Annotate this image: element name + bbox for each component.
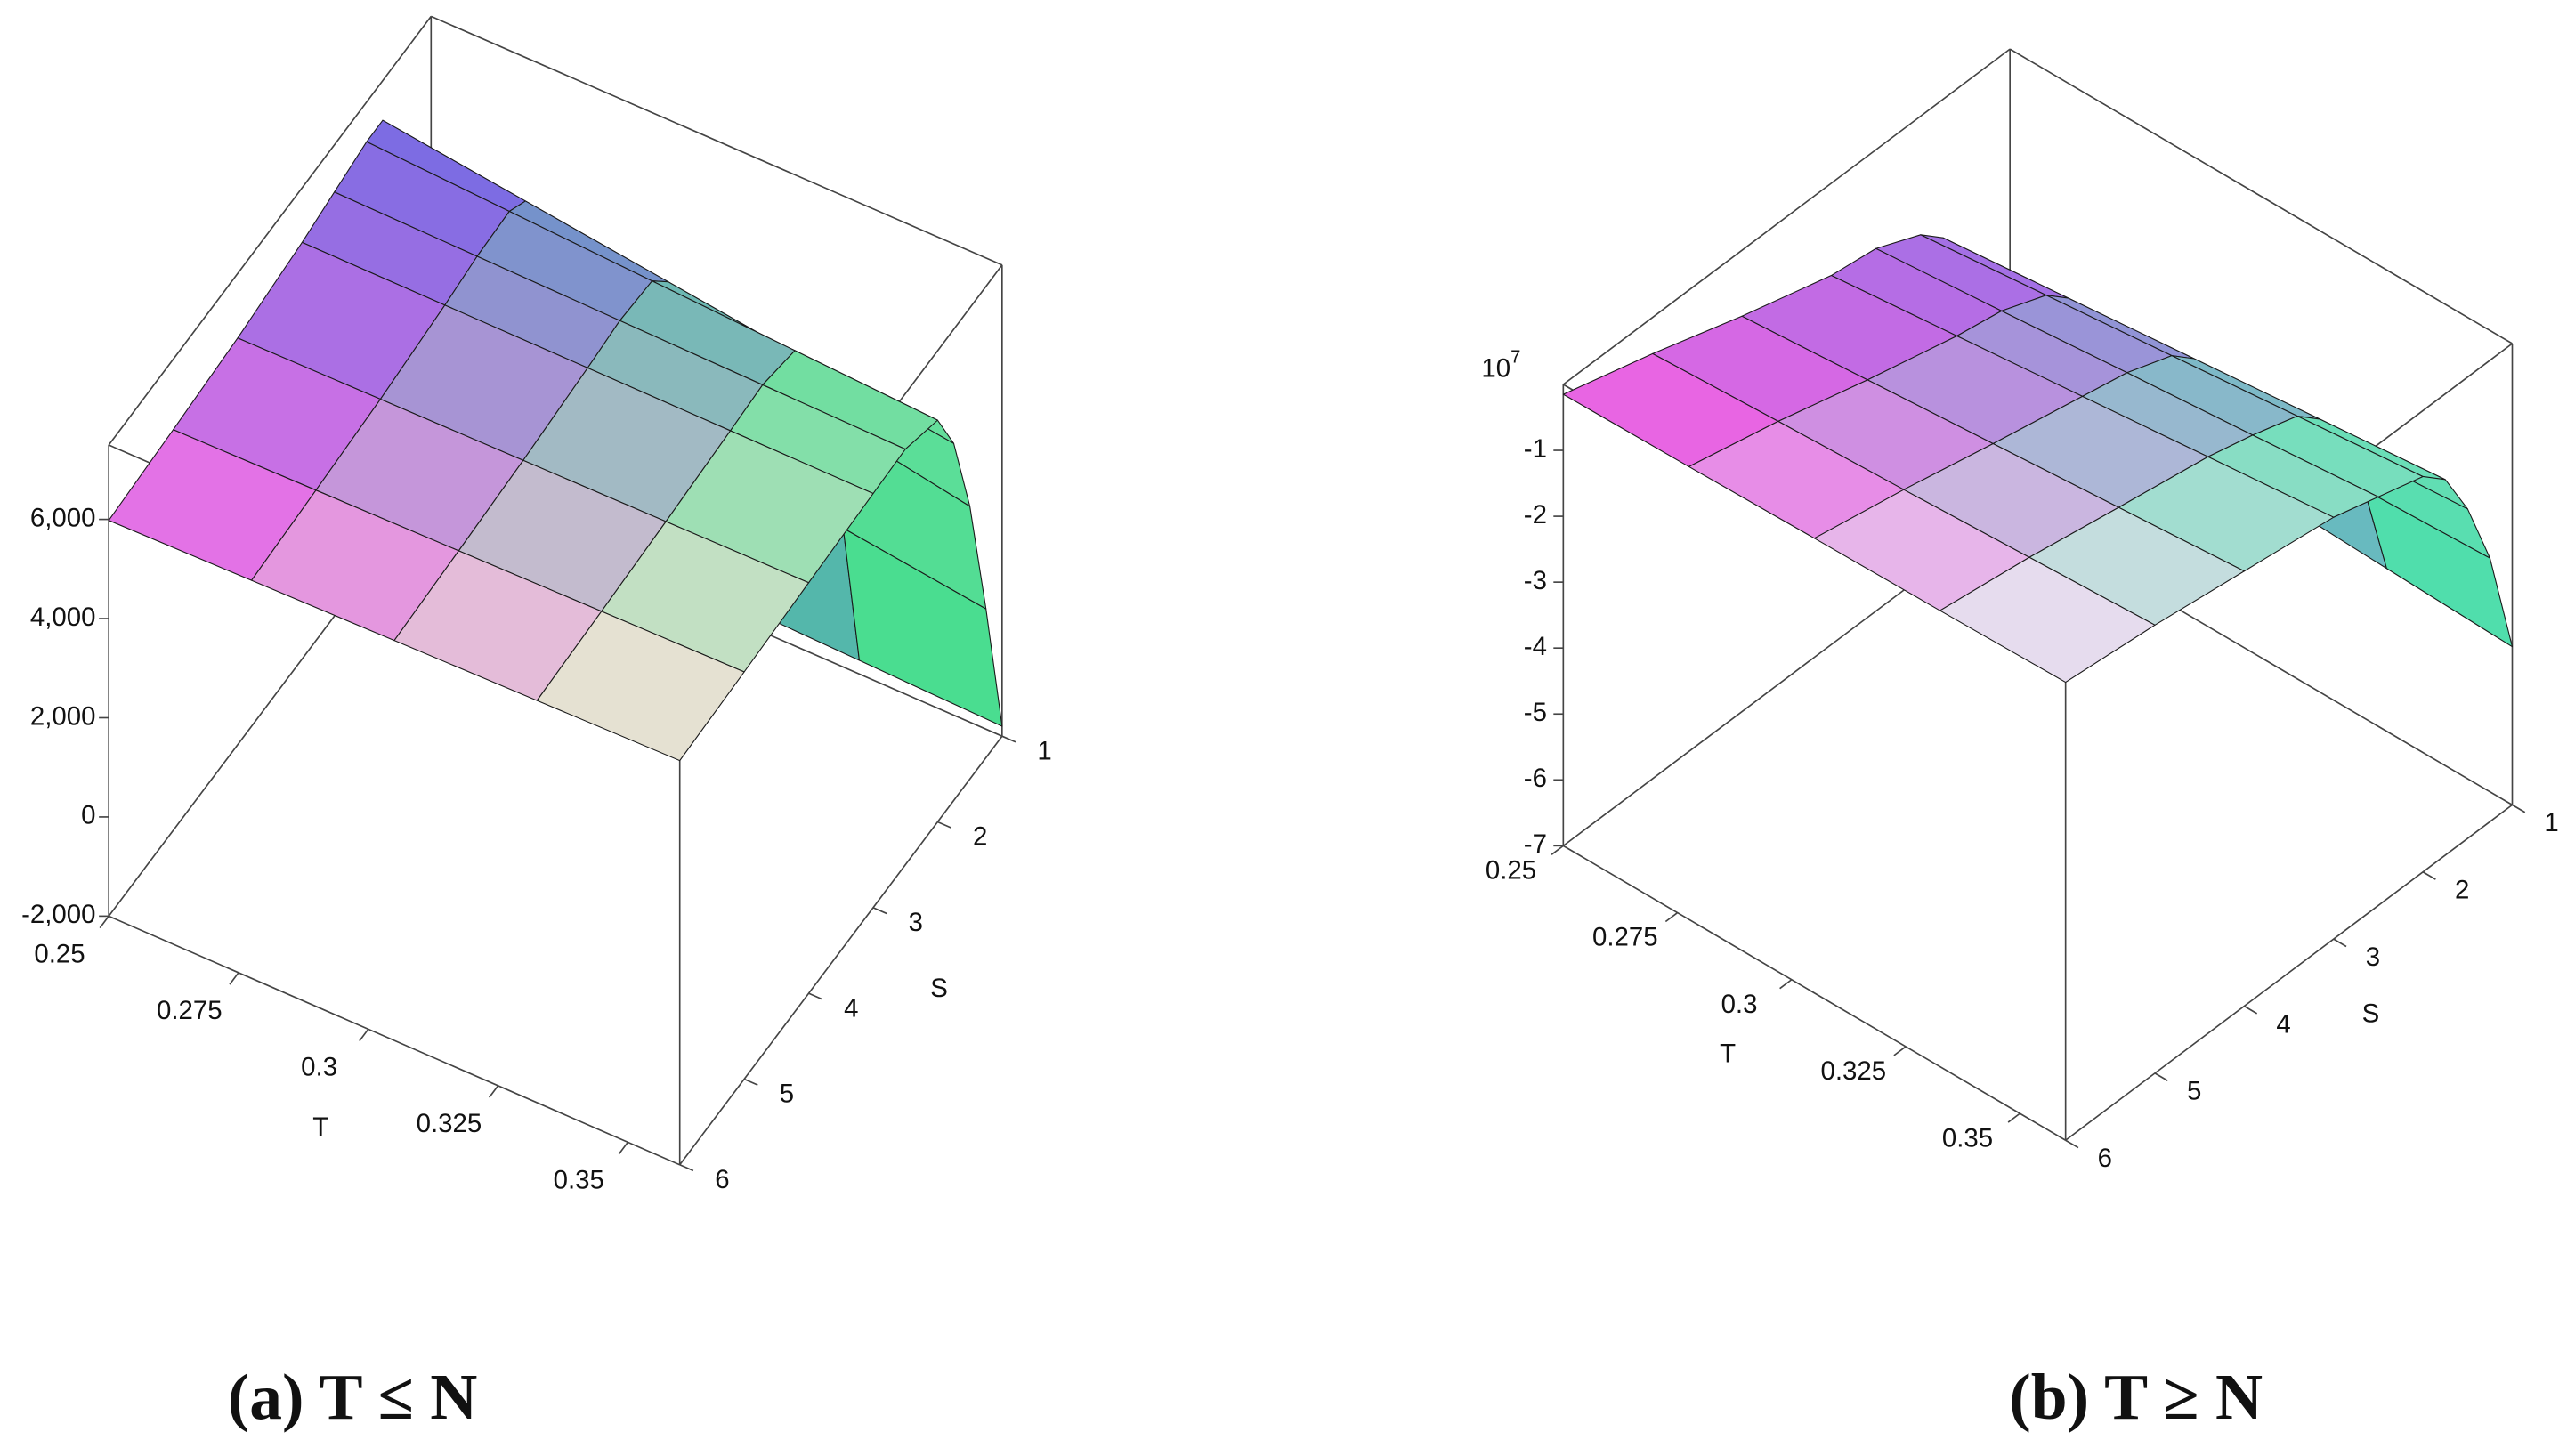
x-tick-label: 0.325 (1820, 1056, 1886, 1086)
y-tick-label: 4 (2276, 1009, 2290, 1039)
x-tick-label: 0.325 (417, 1109, 482, 1138)
z-tick-label: -6 (1524, 764, 1547, 793)
y-tick-label: 2 (2455, 876, 2469, 905)
x-tick (1664, 911, 1679, 923)
surface-patch (1939, 556, 2156, 684)
x-tick-label: 0.275 (157, 996, 223, 1025)
x-tick (1893, 1046, 1907, 1056)
z-tick-label: -1 (1524, 434, 1547, 464)
y-tick (2512, 804, 2526, 813)
z-tick-label: -3 (1524, 566, 1547, 595)
y-tick-label: 6 (715, 1165, 729, 1194)
y-tick (2333, 938, 2347, 948)
y-tick (937, 821, 951, 829)
z-tick-label: 2,000 (30, 701, 96, 731)
box-edge (108, 915, 681, 1166)
x-tick (488, 1085, 499, 1098)
surface-patch (536, 611, 745, 762)
x-tick-label: 0.25 (1486, 856, 1536, 886)
x-axis-label: T (1720, 1039, 1736, 1068)
y-tick-label: 1 (1037, 736, 1051, 765)
caption: (a) T ≤ N (228, 1360, 478, 1433)
x-tick (99, 915, 109, 929)
box-edge (1562, 48, 2011, 385)
z-tick-label: -5 (1524, 698, 1547, 727)
caption: (b) T ≥ N (2009, 1360, 2263, 1433)
y-tick-label: 1 (2544, 808, 2558, 837)
y-tick (2243, 1005, 2258, 1015)
y-tick-label: 5 (780, 1080, 794, 1109)
multiplier-exponent: 7 (1510, 348, 1520, 368)
x-tick-label: 0.35 (1942, 1123, 1993, 1153)
x-tick (359, 1028, 369, 1042)
x-tick (618, 1141, 629, 1155)
z-tick-label: 0 (81, 801, 95, 830)
x-tick-label: 0.3 (1721, 990, 1758, 1019)
x-axis-label: T (312, 1112, 328, 1142)
multiplier-base: 10 (1481, 353, 1510, 383)
box-edge (679, 735, 1003, 1166)
y-tick (2065, 1139, 2079, 1149)
y-tick-label: 3 (909, 908, 923, 937)
y-tick (808, 992, 823, 1000)
y-tick-label: 6 (2098, 1144, 2112, 1173)
x-tick-label: 0.3 (301, 1052, 337, 1081)
z-tick-label: 6,000 (30, 503, 96, 532)
x-tick-label: 0.275 (1592, 923, 1658, 952)
z-multiplier: 107 (1481, 348, 1520, 383)
surface-chart: -1 -2 -3 -4 -5 -6 -7 107 0.25 0.275 0.3 0.325 0.35 T 1… (1481, 48, 2559, 1433)
z-tick-label: -2 (1524, 500, 1547, 530)
box-edge (1562, 845, 2067, 1141)
x-tick (229, 972, 239, 985)
x-tick-label: 0.35 (554, 1165, 604, 1194)
x-tick-label: 0.25 (34, 939, 85, 968)
y-tick (679, 1164, 694, 1172)
y-axis-label: S (930, 974, 948, 1003)
box-edge (108, 15, 432, 446)
y-tick-label: 3 (2366, 942, 2380, 972)
x-tick (2007, 1112, 2020, 1123)
y-tick (2154, 1072, 2168, 1081)
y-tick-label: 4 (844, 993, 858, 1023)
y-tick (1001, 735, 1016, 743)
z-tick-label: -2,000 (21, 900, 95, 929)
y-axis-label: S (2362, 999, 2380, 1028)
y-tick (743, 1078, 758, 1086)
z-tick-label: -7 (1524, 829, 1547, 859)
x-tick (1779, 979, 1793, 990)
box-edge (2009, 48, 2513, 344)
box-edge (2065, 804, 2513, 1141)
y-tick (872, 907, 887, 915)
z-tick-label: -4 (1524, 632, 1547, 661)
y-tick-label: 2 (973, 822, 987, 852)
y-tick-label: 5 (2187, 1077, 2201, 1106)
x-tick (1551, 845, 1564, 855)
y-tick (2422, 871, 2436, 880)
surface-chart: -2,000 0 2,000 4,000 6,000 0.25 0.275 0.3 0.325 0… (21, 15, 1052, 1433)
box-edge (430, 15, 1003, 266)
z-tick-label: 4,000 (30, 603, 96, 632)
